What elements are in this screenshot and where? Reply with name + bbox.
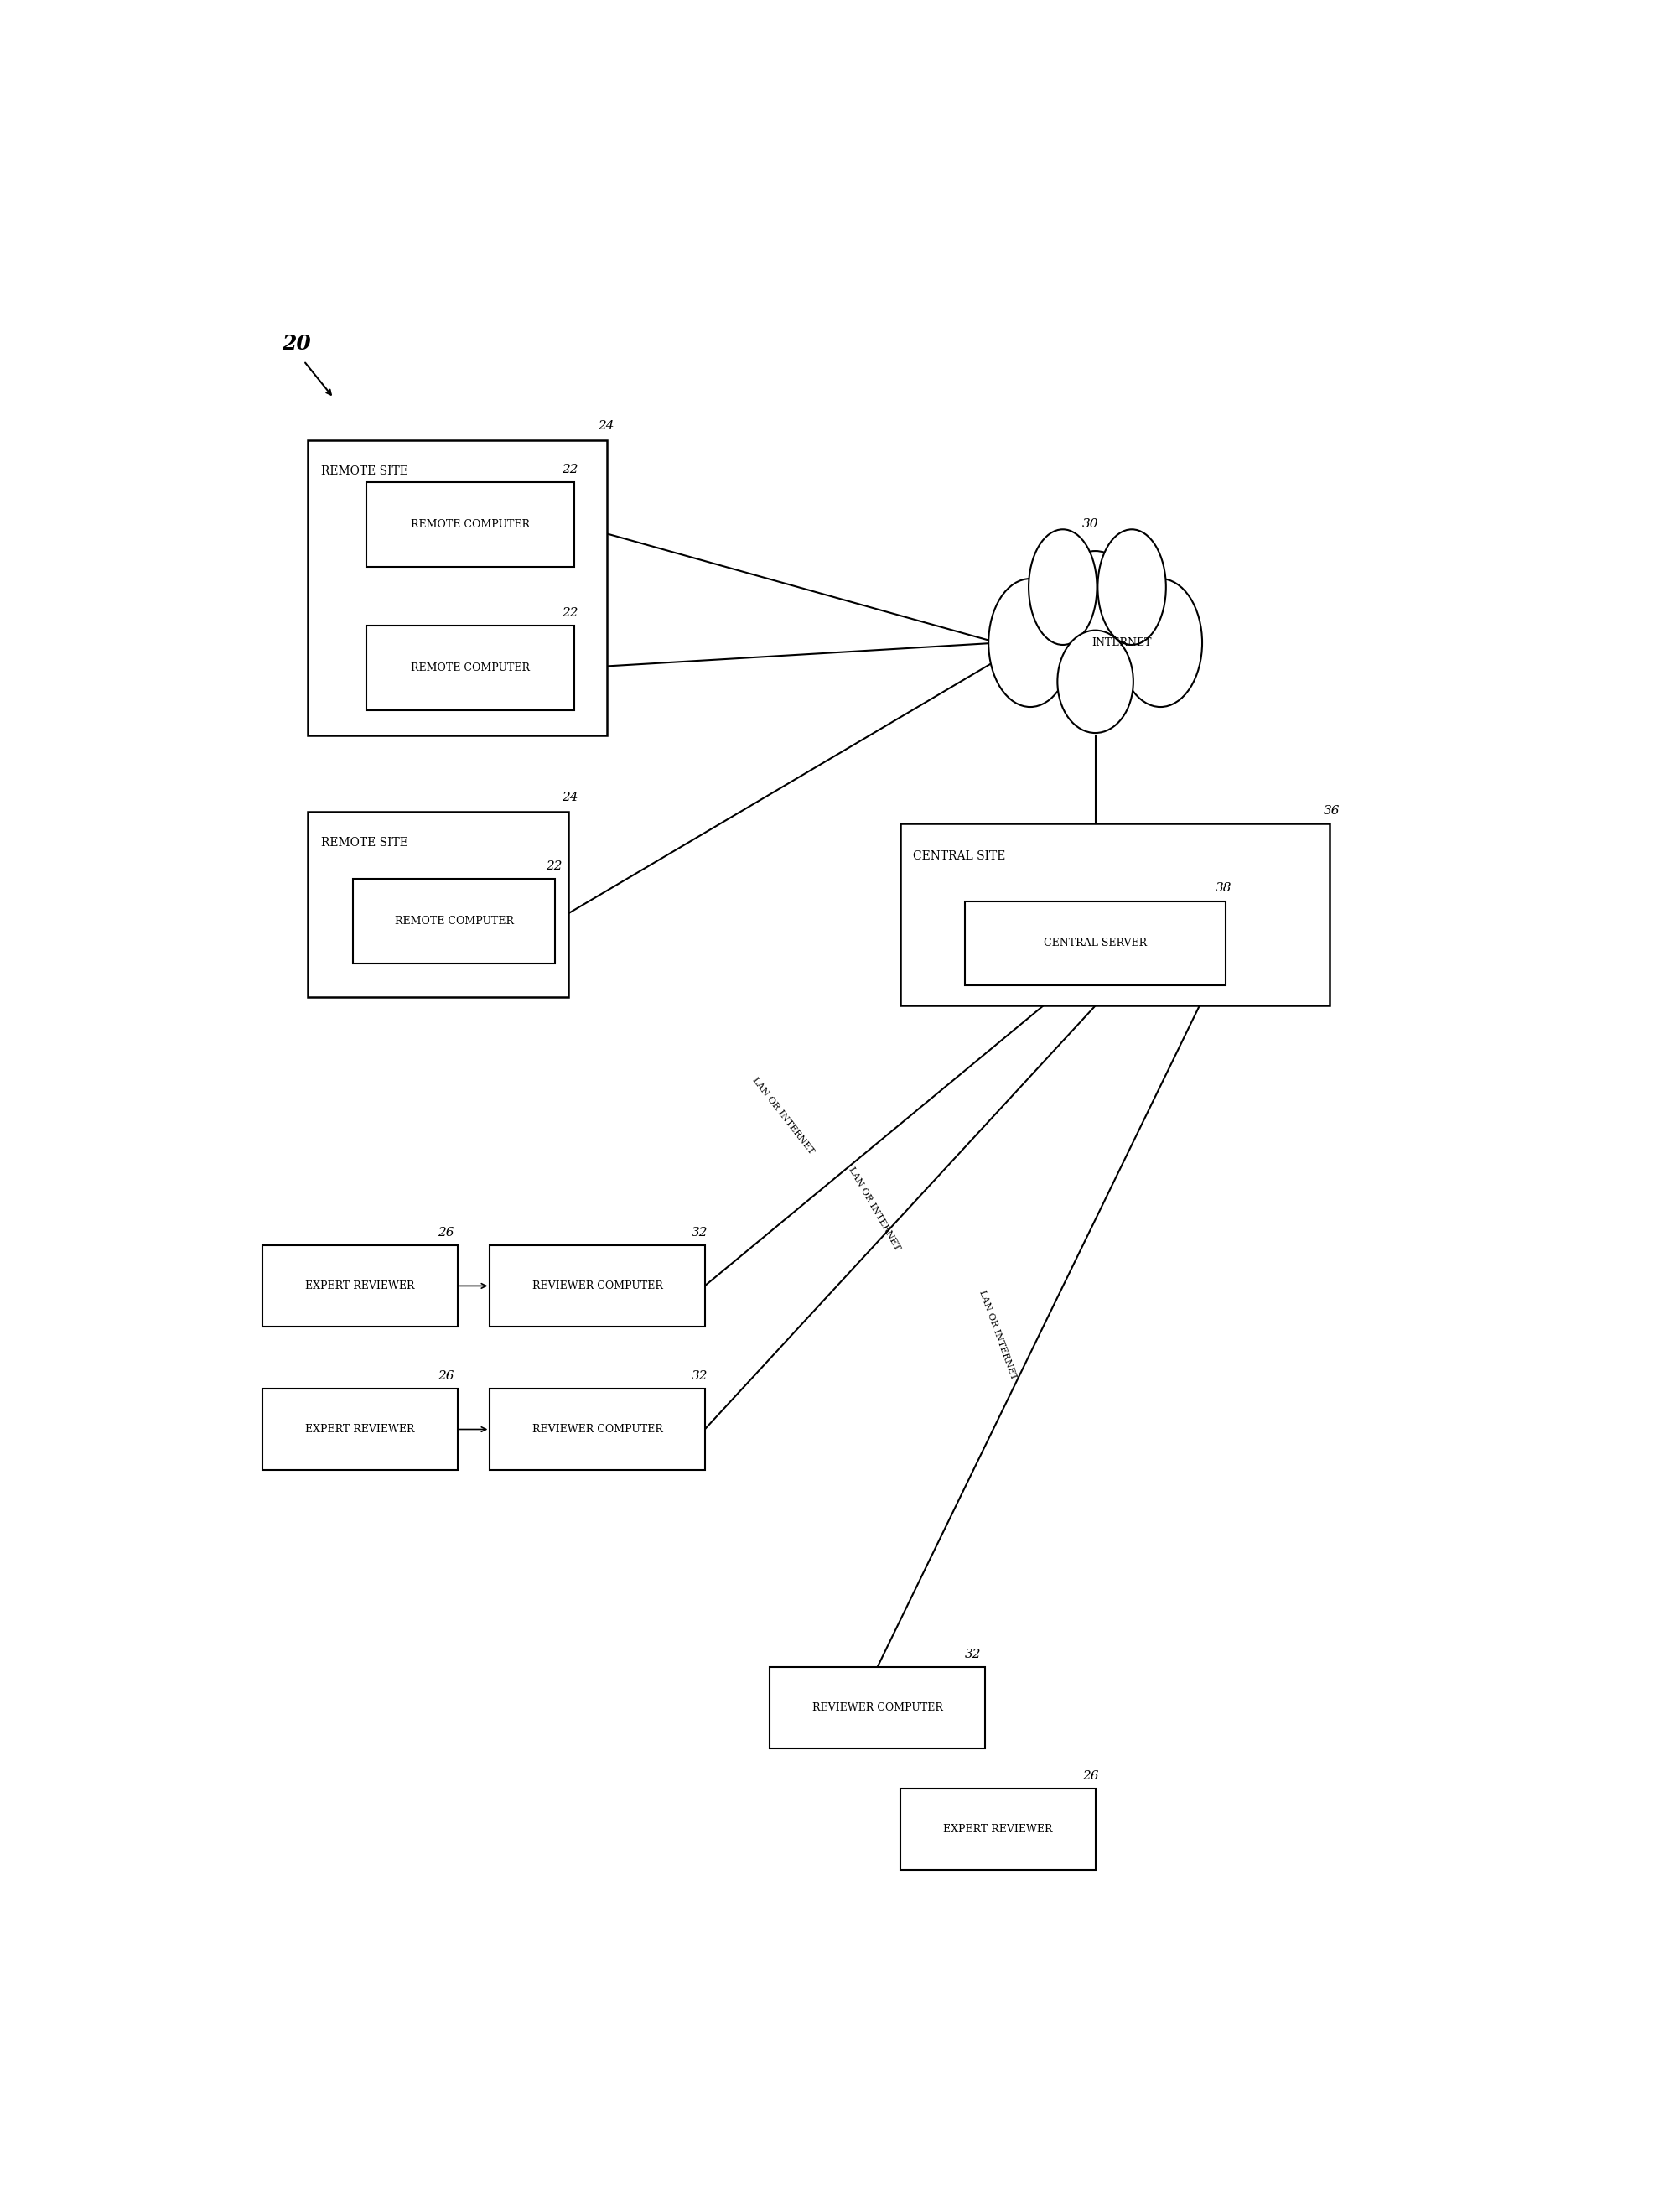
Text: LAN OR INTERNET: LAN OR INTERNET bbox=[751, 1076, 815, 1155]
Text: 26: 26 bbox=[438, 1228, 454, 1238]
Text: 24: 24 bbox=[561, 791, 578, 802]
Text: 26: 26 bbox=[1082, 1771, 1099, 1782]
Text: REMOTE SITE: REMOTE SITE bbox=[321, 465, 408, 478]
Bar bbox=[366, 627, 575, 710]
Text: REVIEWER COMPUTER: REVIEWER COMPUTER bbox=[533, 1425, 662, 1436]
Bar bbox=[262, 1245, 457, 1326]
Bar bbox=[307, 811, 568, 997]
Text: 26: 26 bbox=[438, 1370, 454, 1383]
Bar bbox=[353, 879, 554, 964]
Text: 36: 36 bbox=[1324, 804, 1339, 818]
Bar bbox=[366, 482, 575, 568]
Text: 32: 32 bbox=[692, 1228, 707, 1238]
Text: REMOTE SITE: REMOTE SITE bbox=[321, 837, 408, 848]
Text: 22: 22 bbox=[546, 861, 563, 872]
Ellipse shape bbox=[1028, 530, 1097, 644]
Text: 32: 32 bbox=[964, 1648, 981, 1662]
Text: EXPERT REVIEWER: EXPERT REVIEWER bbox=[942, 1824, 1052, 1835]
Text: 24: 24 bbox=[598, 421, 615, 432]
Text: CENTRAL SERVER: CENTRAL SERVER bbox=[1043, 938, 1147, 949]
Text: 22: 22 bbox=[561, 465, 578, 476]
Bar bbox=[491, 1390, 706, 1471]
Bar bbox=[900, 824, 1331, 1006]
Text: INTERNET: INTERNET bbox=[1092, 638, 1151, 649]
Bar bbox=[964, 901, 1226, 986]
Text: 20: 20 bbox=[282, 333, 311, 355]
Ellipse shape bbox=[988, 579, 1072, 708]
Text: 30: 30 bbox=[1082, 517, 1099, 530]
Ellipse shape bbox=[1119, 579, 1203, 708]
Text: REVIEWER COMPUTER: REVIEWER COMPUTER bbox=[811, 1703, 942, 1714]
Text: LAN OR INTERNET: LAN OR INTERNET bbox=[978, 1289, 1018, 1381]
Text: EXPERT REVIEWER: EXPERT REVIEWER bbox=[306, 1280, 415, 1291]
Ellipse shape bbox=[1047, 550, 1144, 717]
Bar bbox=[900, 1789, 1095, 1870]
Bar bbox=[307, 441, 606, 737]
Text: 38: 38 bbox=[1215, 883, 1231, 894]
Text: REMOTE COMPUTER: REMOTE COMPUTER bbox=[412, 662, 529, 673]
Ellipse shape bbox=[1057, 631, 1134, 732]
Ellipse shape bbox=[1097, 530, 1166, 644]
Text: CENTRAL SITE: CENTRAL SITE bbox=[914, 850, 1006, 861]
Bar bbox=[262, 1390, 457, 1471]
Bar bbox=[769, 1668, 984, 1749]
Text: 32: 32 bbox=[692, 1370, 707, 1383]
Text: REVIEWER COMPUTER: REVIEWER COMPUTER bbox=[533, 1280, 662, 1291]
Text: REMOTE COMPUTER: REMOTE COMPUTER bbox=[412, 520, 529, 530]
Text: REMOTE COMPUTER: REMOTE COMPUTER bbox=[395, 916, 514, 927]
Text: EXPERT REVIEWER: EXPERT REVIEWER bbox=[306, 1425, 415, 1436]
Bar bbox=[491, 1245, 706, 1326]
Text: 22: 22 bbox=[561, 607, 578, 618]
Text: LAN OR INTERNET: LAN OR INTERNET bbox=[847, 1166, 900, 1252]
